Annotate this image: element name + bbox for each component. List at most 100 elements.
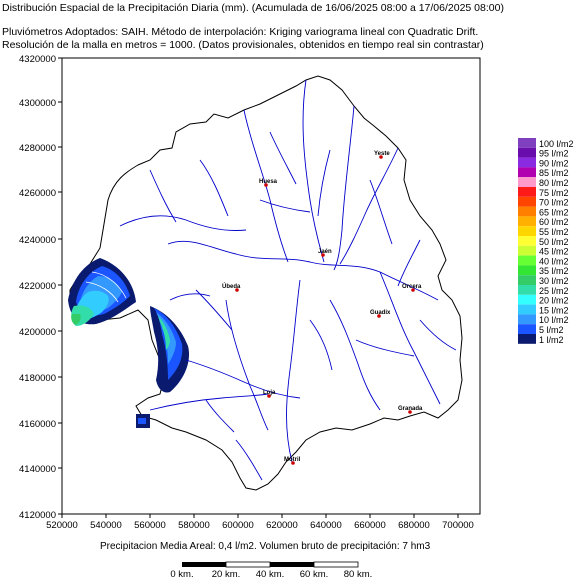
legend-swatch <box>518 206 536 217</box>
precip-west-lobe <box>68 258 136 326</box>
legend-swatch <box>518 157 536 168</box>
scale-segment <box>225 561 271 568</box>
legend-label: 90 l/m2 <box>539 158 569 168</box>
x-tick-label: 580000 <box>178 520 210 531</box>
legend-swatch <box>518 196 536 207</box>
city-marker <box>408 410 412 414</box>
scale-label: 60 km. <box>300 569 329 580</box>
y-tick-label: 4320000 <box>19 54 56 65</box>
legend-swatch <box>518 285 536 295</box>
resolution-note: Resolución de la malla en metros = 1000.… <box>2 39 484 51</box>
y-tick-label: 4260000 <box>19 188 56 199</box>
city-marker <box>235 288 239 292</box>
city-label: Granada <box>398 406 423 412</box>
city-marker <box>291 461 295 465</box>
legend-label: 25 l/m2 <box>539 286 569 296</box>
y-tick-label: 4280000 <box>19 143 56 154</box>
legend-label: 60 l/m2 <box>539 217 569 227</box>
x-tick-label: 640000 <box>310 520 342 531</box>
legend-label: 45 l/m2 <box>539 247 569 257</box>
y-tick-label: 4180000 <box>19 373 56 384</box>
legend-swatch <box>518 324 536 334</box>
legend-swatch <box>518 294 536 305</box>
x-tick-label: 680000 <box>398 520 430 531</box>
city-marker <box>377 314 381 318</box>
y-tick-label: 4120000 <box>19 510 56 521</box>
legend-swatch <box>518 245 536 256</box>
city-label: Huesa <box>259 179 278 185</box>
city-label: Úbeda <box>222 283 241 290</box>
y-tick-label: 4300000 <box>19 98 56 109</box>
scale-bar: 0 km. 20 km. 40 km. 60 km. 80 km. <box>170 561 373 580</box>
legend-label: 1 l/m2 <box>539 335 564 345</box>
legend-label: 75 l/m2 <box>539 188 569 198</box>
city-label: Jaén <box>318 249 332 255</box>
legend-swatch <box>518 265 536 276</box>
legend-label: 70 l/m2 <box>539 198 569 208</box>
legend-swatch <box>518 275 536 285</box>
legend-swatch <box>518 255 536 266</box>
city-label: Motril <box>284 457 301 463</box>
y-tick-label: 4220000 <box>19 281 56 292</box>
legend-label: 10 l/m2 <box>539 315 569 325</box>
legend-label: 35 l/m2 <box>539 266 569 276</box>
legend-label: 20 l/m2 <box>539 296 569 306</box>
x-tick-label: 520000 <box>46 520 78 531</box>
legend-label: 100 l/m2 <box>539 139 574 149</box>
scale-segment <box>270 562 314 567</box>
x-tick-label: 600000 <box>222 520 254 531</box>
legend-label: 95 l/m2 <box>539 149 569 159</box>
city-marker <box>264 183 268 187</box>
city-label: Guadix <box>370 310 391 316</box>
legend-swatch <box>518 138 536 148</box>
legend-label: 30 l/m2 <box>539 276 569 286</box>
city-marker <box>267 394 271 398</box>
legend-label: 5 l/m2 <box>539 325 564 335</box>
y-tick-label: 4140000 <box>19 464 56 475</box>
y-tick-label: 4160000 <box>19 419 56 430</box>
city-label: Yeste <box>374 151 390 157</box>
x-axis: 520000 540000 560000 580000 600000 62000… <box>46 514 474 531</box>
legend-swatch <box>518 147 536 158</box>
legend-label: 15 l/m2 <box>539 305 569 315</box>
x-tick-label: 540000 <box>90 520 122 531</box>
city-marker <box>379 155 383 159</box>
legend-swatch <box>518 304 536 315</box>
scale-label: 40 km. <box>256 569 285 580</box>
legend-swatch <box>518 177 536 187</box>
scale-segment <box>313 561 359 568</box>
x-tick-label: 700000 <box>442 520 474 531</box>
x-tick-label: 660000 <box>354 520 386 531</box>
map-title: Distribución Espacial de la Precipitació… <box>2 2 504 14</box>
legend-label: 85 l/m2 <box>539 168 569 178</box>
x-tick-label: 560000 <box>134 520 166 531</box>
legend-label: 40 l/m2 <box>539 256 569 266</box>
legend-swatch <box>518 226 536 236</box>
legend-label: 55 l/m2 <box>539 227 569 237</box>
city-markers: Yeste Huesa Jaén Úbeda Orcera Guadix Gra… <box>222 151 423 465</box>
scale-segment <box>182 562 226 567</box>
method-note: Pluviómetros Adoptados: SAIH. Método de … <box>2 26 479 38</box>
city-label: Loja <box>263 390 276 396</box>
legend-swatch <box>518 167 536 178</box>
city-marker <box>411 288 415 292</box>
legend-swatch <box>518 236 536 246</box>
scale-label: 20 km. <box>212 569 241 580</box>
legend-swatch <box>518 216 536 227</box>
legend-swatch <box>518 314 536 325</box>
legend-label: 80 l/m2 <box>539 178 569 188</box>
y-tick-label: 4240000 <box>19 235 56 246</box>
y-tick-label: 4200000 <box>19 327 56 338</box>
areal-precipitation-summary: Precipitacion Media Areal: 0,4 l/m2. Vol… <box>100 541 431 552</box>
city-marker <box>321 253 325 257</box>
precip-south-band <box>150 306 190 393</box>
x-tick-label: 620000 <box>266 520 298 531</box>
legend-swatch <box>518 187 536 197</box>
legend-label: 50 l/m2 <box>539 237 569 247</box>
river-network <box>119 79 457 481</box>
scale-label: 80 km. <box>344 569 373 580</box>
city-label: Orcera <box>402 284 422 290</box>
legend-swatch <box>518 334 536 344</box>
